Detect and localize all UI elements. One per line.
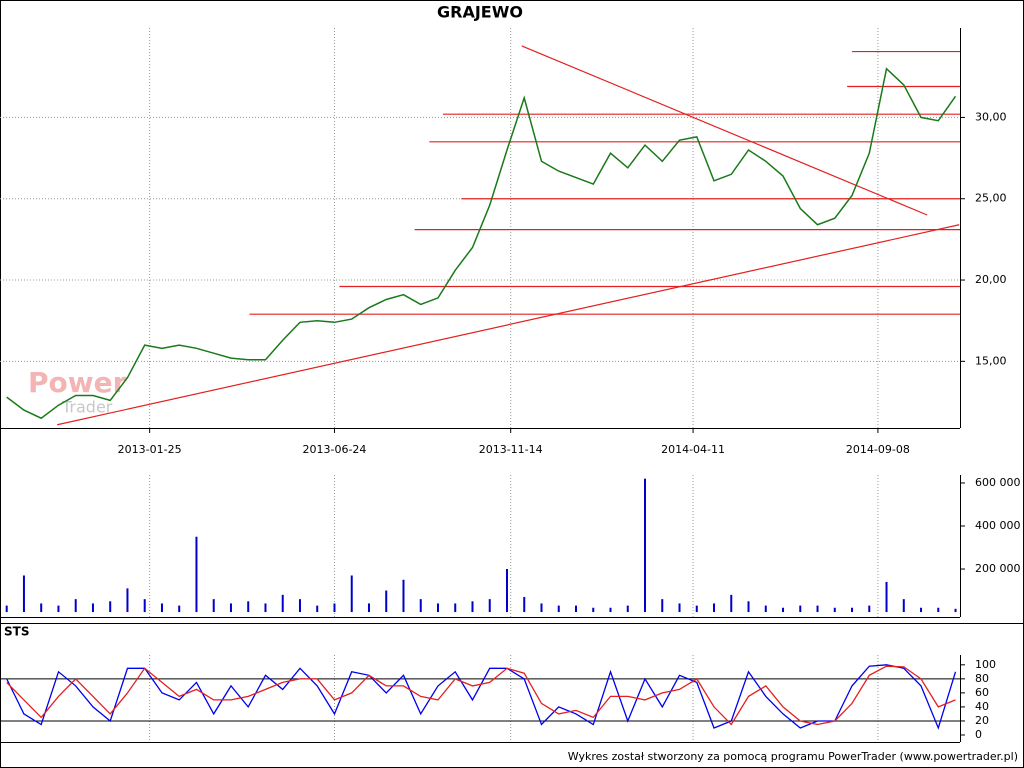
volume-bar [316, 605, 319, 613]
x-tick-label: 2013-11-14 [479, 443, 543, 456]
volume-bar [626, 605, 629, 613]
volume-bar [143, 599, 146, 613]
y-tick-label: 20 [975, 714, 989, 727]
volume-bar [937, 607, 940, 613]
trend-line [521, 45, 928, 216]
volume-bar [523, 596, 526, 613]
volume-bar [505, 569, 508, 613]
volume-bar [730, 594, 733, 613]
volume-bar [540, 603, 543, 613]
volume-bar [333, 603, 336, 613]
y-tick-label: 25,00 [975, 192, 1007, 205]
volume-bar [91, 603, 94, 613]
watermark-power: Power [28, 366, 127, 399]
volume-bar [592, 607, 595, 613]
volume-bar [764, 605, 767, 613]
volume-bar [40, 603, 43, 613]
volume-bar [609, 607, 612, 613]
volume-bar [713, 603, 716, 613]
volume-bar [385, 590, 388, 613]
volume-bar [160, 603, 163, 613]
y-tick-label: 400 000 [975, 519, 1021, 532]
volume-bar [782, 607, 785, 613]
y-tick-label: 80 [975, 672, 989, 685]
volume-bar [22, 575, 25, 613]
y-tick-label: 30,00 [975, 110, 1007, 123]
volume-bar [74, 599, 77, 613]
x-tick-label: 2013-01-25 [118, 443, 182, 456]
volume-bar [954, 608, 957, 613]
volume-bar [350, 575, 353, 613]
volume-bar [644, 478, 647, 613]
volume-bar [471, 601, 474, 613]
volume-bar [678, 603, 681, 613]
x-tick-label: 2014-09-08 [846, 443, 910, 456]
watermark-trader: Trader [61, 398, 113, 417]
y-tick-label: 60 [975, 686, 989, 699]
volume-bar [247, 601, 250, 613]
y-tick-label: 20,00 [975, 273, 1007, 286]
volume-bar [851, 607, 854, 613]
oscillator-line [6, 665, 956, 726]
x-tick-label: 2014-04-11 [661, 443, 725, 456]
sts-title: STS [4, 625, 29, 639]
volume-bar [298, 599, 301, 613]
volume-bar [575, 605, 577, 613]
volume-bar [902, 599, 905, 613]
volume-bar [281, 594, 284, 613]
trend-line [57, 224, 960, 426]
volume-bar [419, 599, 422, 613]
volume-bar [454, 603, 457, 613]
chart-title: GRAJEWO [437, 3, 523, 22]
volume-bar [557, 605, 560, 613]
oscillator-line [6, 664, 957, 730]
volume-bar [799, 605, 802, 613]
volume-bar [195, 536, 198, 613]
volume-bar [661, 599, 664, 613]
volume-bar [816, 605, 819, 613]
volume-bar [178, 605, 181, 613]
y-tick-label: 600 000 [975, 476, 1021, 489]
y-tick-label: 200 000 [975, 562, 1021, 575]
volume-bar [436, 603, 439, 613]
y-tick-label: 100 [975, 658, 996, 671]
footer: Wykres został stworzony za pomocą progra… [568, 750, 1018, 763]
volume-bar [488, 599, 491, 613]
volume-bar [57, 605, 60, 613]
volume-bar [5, 605, 8, 613]
x-tick-label: 2013-06-24 [303, 443, 367, 456]
volume-bar [126, 588, 129, 613]
volume-bar [920, 607, 923, 613]
price-line [6, 67, 957, 420]
volume-bar [109, 601, 112, 613]
volume-bar [212, 599, 215, 613]
volume-bar [695, 605, 698, 613]
y-tick-label: 40 [975, 700, 989, 713]
y-tick-label: 0 [975, 728, 982, 741]
volume-bar [264, 603, 267, 613]
volume-bar [868, 605, 871, 613]
volume-bar [747, 601, 750, 613]
volume-bar [229, 603, 232, 613]
y-tick-label: 15,00 [975, 354, 1007, 367]
volume-bar [402, 579, 405, 613]
volume-bar [833, 607, 836, 613]
volume-bar [367, 603, 370, 613]
volume-bar [885, 581, 888, 613]
